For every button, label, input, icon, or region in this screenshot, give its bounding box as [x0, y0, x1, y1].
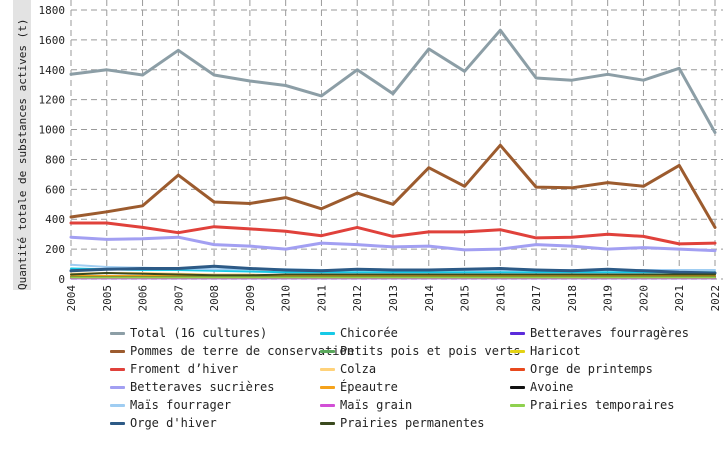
- y-tick-label: 1800: [39, 4, 66, 17]
- legend-swatch: [320, 349, 335, 353]
- legend-label: Orge de printemps: [530, 362, 653, 376]
- series-line-prairies-permanentes: [70, 272, 716, 277]
- legend-swatch: [110, 367, 125, 371]
- x-tick-label: 2005: [101, 285, 114, 312]
- legend-swatch: [110, 403, 125, 407]
- y-tick-label: 600: [45, 183, 65, 196]
- legend-swatch: [510, 385, 525, 389]
- x-tick-label: 2014: [423, 285, 436, 312]
- legend-item: Avoine: [510, 378, 573, 396]
- x-tick-label: 2020: [637, 285, 650, 312]
- x-tick-label: 2021: [673, 285, 686, 312]
- grid: [70, 0, 723, 280]
- legend-label: Pommes de terre de conservation: [130, 344, 354, 358]
- x-tick-label: 2013: [387, 285, 400, 312]
- series-line-froment-d-hiver: [69, 221, 717, 246]
- legend-item: Orge d'hiver: [110, 414, 217, 432]
- x-tick-label: 2017: [530, 285, 543, 312]
- legend-swatch: [320, 421, 335, 425]
- line-chart: Quantité totale de substances actives (t…: [13, 0, 723, 312]
- y-axis-label: Quantité totale de substances actives (t…: [16, 18, 29, 290]
- y-tick-label: 1400: [39, 64, 66, 77]
- legend-label: Colza: [340, 362, 377, 376]
- y-tick-label: 1200: [39, 94, 66, 107]
- y-axis-label-background: [13, 0, 31, 290]
- series-lines: [69, 28, 717, 280]
- legend-swatch: [110, 421, 125, 425]
- legend-label: Maïs fourrager: [130, 398, 232, 412]
- legend-item: Betteraves fourragères: [510, 324, 689, 342]
- legend-label: Petits pois et pois verts: [340, 344, 521, 358]
- legend-swatch: [320, 367, 335, 371]
- legend-label: Avoine: [530, 380, 574, 394]
- legend-label: Orge d'hiver: [130, 416, 217, 430]
- legend-swatch: [510, 367, 525, 371]
- x-tick-label: 2022: [709, 285, 722, 312]
- y-tick-label: 800: [45, 153, 65, 166]
- x-tick-label: 2018: [566, 285, 579, 312]
- x-tick-label: 2015: [459, 285, 472, 312]
- x-tick-label: 2004: [65, 285, 78, 312]
- legend-swatch: [110, 331, 125, 335]
- legend-item: Petits pois et pois verts: [320, 342, 521, 360]
- x-tick-label: 2006: [137, 285, 150, 312]
- x-tick-label: 2016: [494, 285, 507, 312]
- series-line-total-16-cultures: [69, 28, 717, 134]
- legend-swatch: [320, 385, 335, 389]
- legend-item: Froment d’hiver: [110, 360, 238, 378]
- legend-label: Betteraves sucrières: [130, 380, 275, 394]
- legend-label: Prairies permanentes: [340, 416, 485, 430]
- legend-label: Betteraves fourragères: [530, 326, 689, 340]
- x-tick-label: 2012: [351, 285, 364, 312]
- legend-item: Maïs fourrager: [110, 396, 231, 414]
- legend-item: Haricot: [510, 342, 581, 360]
- x-tick-label: 2009: [244, 285, 257, 312]
- y-tick-label: 400: [45, 213, 65, 226]
- legend-label: Haricot: [530, 344, 581, 358]
- legend-swatch: [510, 403, 525, 407]
- x-tick-label: 2011: [315, 285, 328, 312]
- y-tick-label: 1600: [39, 34, 66, 47]
- legend-item: Prairies permanentes: [320, 414, 485, 432]
- series-line-betteraves-sucrieres: [69, 235, 717, 253]
- x-ticks: 2004 2005 2006 2007 2008 2009 2010 2011 2012 2013…: [65, 285, 722, 312]
- legend-item: Betteraves sucrières: [110, 378, 275, 396]
- legend-item: Maïs grain: [320, 396, 412, 414]
- legend-item: Orge de printemps: [510, 360, 653, 378]
- legend-label: Prairies temporaires: [530, 398, 675, 412]
- x-tick-label: 2007: [172, 285, 185, 312]
- legend-swatch: [510, 331, 525, 335]
- legend-item: Pommes de terre de conservation: [110, 342, 354, 360]
- legend-swatch: [510, 349, 525, 353]
- legend-label: Total (16 cultures): [130, 326, 268, 340]
- series-line-orge-d-hiver: [69, 264, 717, 275]
- legend-label: Maïs grain: [340, 398, 413, 412]
- x-tick-label: 2010: [280, 285, 293, 312]
- legend-swatch: [110, 385, 125, 389]
- y-ticks: 0 200 400 600 800 1000 1200 1400 1600 1800: [39, 4, 66, 286]
- legend: Total (16 cultures) Chicorée Betteraves fo…: [110, 324, 725, 444]
- legend-item: Épeautre: [320, 378, 398, 396]
- legend-item: Total (16 cultures): [110, 324, 267, 342]
- legend-item: Colza: [320, 360, 376, 378]
- series-line-pommes-de-terre-de-conservation: [69, 143, 717, 229]
- legend-label: Froment d’hiver: [130, 362, 239, 376]
- legend-swatch: [110, 349, 125, 353]
- x-tick-label: 2019: [602, 285, 615, 312]
- y-tick-label: 0: [58, 273, 65, 286]
- x-tick-label: 2008: [208, 285, 221, 312]
- legend-swatch: [320, 403, 335, 407]
- y-tick-label: 1000: [39, 124, 66, 137]
- legend-label: Épeautre: [340, 380, 398, 394]
- legend-item: Prairies temporaires: [510, 396, 675, 414]
- legend-label: Chicorée: [340, 326, 398, 340]
- legend-item: Chicorée: [320, 324, 398, 342]
- legend-swatch: [320, 331, 335, 335]
- y-tick-label: 200: [45, 243, 65, 256]
